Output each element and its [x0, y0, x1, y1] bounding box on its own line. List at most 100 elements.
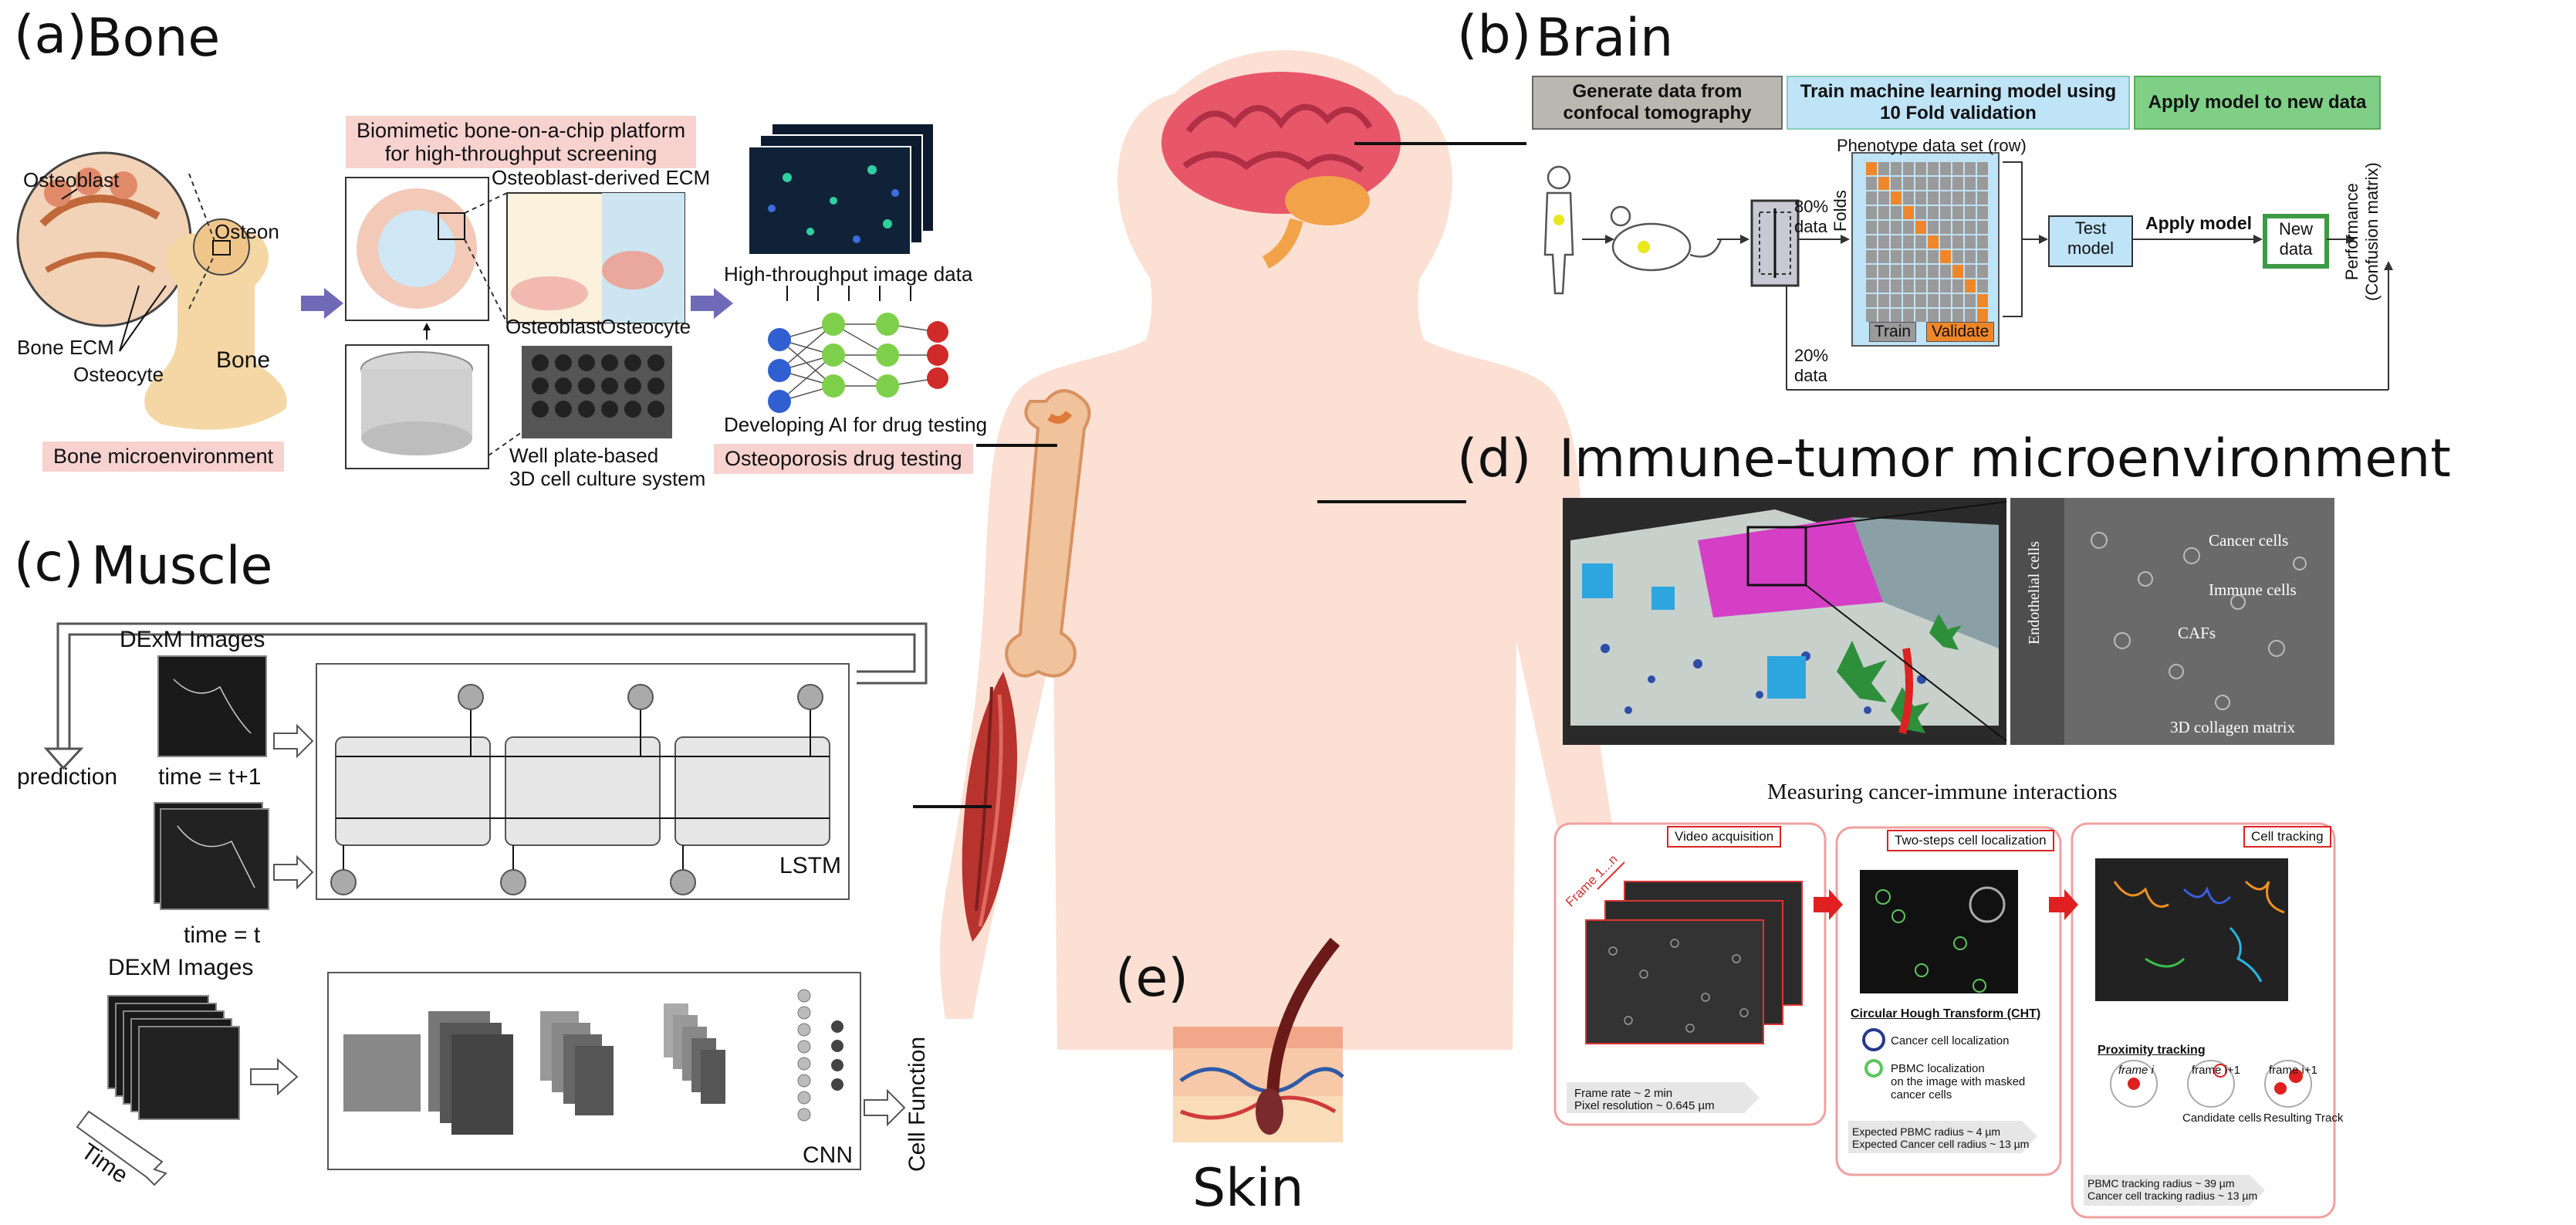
phenotype-grid-cell — [1940, 221, 1951, 234]
label-lstm: LSTM — [779, 853, 842, 878]
phenotype-grid-cell — [1928, 279, 1939, 293]
phenotype-grid-cell — [1866, 265, 1877, 278]
label-new-data: New data — [2278, 219, 2313, 259]
label-pixel-resolution: Pixel resolution ~ 0.645 µm — [1574, 1099, 1715, 1112]
label-ht-image: High-throughput image data — [724, 262, 973, 286]
brain-icon — [1161, 72, 1401, 269]
label-test-model: Test model — [2067, 218, 2114, 258]
phenotype-grid-cell — [1940, 177, 1951, 190]
label-cnn: CNN — [803, 1142, 853, 1168]
phenotype-grid-cell — [1952, 191, 1963, 205]
phenotype-grid-cell — [1878, 221, 1889, 234]
phenotype-grid-cell — [1940, 206, 1951, 219]
label-time-t-plus-1: time = t+1 — [158, 764, 262, 790]
panel-b-title: Brain — [1536, 8, 1674, 69]
label-cafs: CAFs — [2178, 624, 2216, 642]
phenotype-grid-cell — [1866, 279, 1877, 293]
label-osteocyte-2: Osteocyte — [600, 315, 691, 338]
phenotype-grid-cell — [1878, 294, 1889, 307]
phenotype-grid-cell — [1977, 177, 1988, 190]
phenotype-grid-cell — [1903, 191, 1914, 205]
panel-c-title: Muscle — [91, 536, 273, 597]
phenotype-grid-cell — [1977, 265, 1988, 278]
label-expected-pbmc-radius: Expected PBMC radius ~ 4 µm — [1852, 1125, 2001, 1138]
phenotype-grid-cell — [1866, 250, 1877, 263]
phenotype-grid-cell — [1878, 235, 1889, 249]
phenotype-grid-cell — [1891, 279, 1902, 293]
label-prediction: prediction — [17, 764, 118, 790]
phenotype-grid-cell — [1891, 250, 1902, 263]
panel-e-title: Skin — [1192, 1158, 1304, 1219]
phenotype-grid-cell — [1965, 265, 1976, 278]
phenotype-grid-cell — [1903, 250, 1914, 263]
phenotype-grid-cell — [1928, 162, 1939, 175]
phenotype-grid-cell — [1928, 191, 1939, 205]
bone-icon — [1005, 389, 1091, 678]
header-generate-data: Generate data from confocal tomography — [1532, 76, 1783, 130]
phenotype-grid-cell — [1940, 279, 1951, 293]
phenotype-grid-cell — [1903, 309, 1914, 322]
phenotype-grid-cell — [1940, 294, 1951, 307]
phenotype-grid-cell — [1928, 177, 1939, 190]
phenotype-grid-cell — [1977, 279, 1988, 293]
label-proximity-tracking: Proximity tracking — [2098, 1044, 2206, 1057]
label-frame-i: frame i — [2118, 1064, 2154, 1077]
phenotype-grid-cell — [1965, 177, 1976, 190]
title-measuring-interactions: Measuring cancer-immune interactions — [1767, 780, 2118, 804]
label-bone-ecm: Bone ECM — [17, 336, 114, 359]
tag-video-acquisition: Video acquisition — [1667, 826, 1782, 848]
phenotype-grid-cell — [1878, 162, 1889, 175]
phenotype-grid-cell — [1891, 191, 1902, 205]
cell-tracking-pipeline — [1553, 822, 2336, 1219]
phenotype-grid-cell — [1952, 265, 1963, 278]
phenotype-grid-cell — [1977, 294, 1988, 307]
phenotype-grid-cell — [1965, 250, 1976, 263]
phenotype-grid-cell — [1891, 206, 1902, 219]
label-pbmc-tracking-radius: PBMC tracking radius ~ 39 µm — [2088, 1177, 2235, 1189]
label-cell-function: Cell Function — [904, 1036, 930, 1172]
phenotype-grid-cell — [1915, 279, 1926, 293]
phenotype-grid-cell — [1940, 250, 1951, 263]
phenotype-grid-cell — [1903, 279, 1914, 293]
label-3d-collagen-matrix: 3D collagen matrix — [2170, 718, 2296, 736]
phenotype-grid-cell — [1928, 206, 1939, 219]
phenotype-grid-cell — [1915, 309, 1926, 322]
panel-e-letter: (e) — [1115, 948, 1188, 1009]
phenotype-grid-cell — [1928, 294, 1939, 307]
label-osteoblast-2: Osteoblast — [505, 315, 602, 338]
phenotype-grid-cell — [1952, 206, 1963, 219]
phenotype-grid-cell — [1977, 162, 1988, 175]
label-cht: Circular Hough Transform (CHT) — [1851, 1007, 2041, 1020]
phenotype-grid-cell — [1903, 294, 1914, 307]
phenotype-grid-cell — [1915, 206, 1926, 219]
phenotype-grid-cell — [1952, 235, 1963, 249]
label-immune-cells: Immune cells — [2209, 580, 2297, 599]
label-osteoblast-ecm: Osteoblast-derived ECM — [492, 166, 711, 189]
panel-a-title: Bone — [86, 8, 221, 69]
brain-workflow-diagram — [1543, 152, 2393, 391]
phenotype-grid-cell — [1866, 309, 1877, 322]
label-performance: Performance (Confusion matrix) — [2342, 162, 2382, 301]
phenotype-grid-cell — [1977, 221, 1988, 234]
header-apply-model: Apply model to new data — [2134, 76, 2381, 130]
immune-tumor-graphics — [1563, 498, 2334, 745]
phenotype-grid-cell — [1866, 177, 1877, 190]
phenotype-grid-cell — [1940, 191, 1951, 205]
phenotype-grid-cell — [1915, 250, 1926, 263]
phenotype-grid-cell — [1891, 162, 1902, 175]
phenotype-grid-cell — [1952, 250, 1963, 263]
phenotype-grid-cell — [1903, 206, 1914, 219]
phenotype-grid-cell — [1866, 221, 1877, 234]
phenotype-grid-cell — [1977, 235, 1988, 249]
panel-c-letter: (c) — [14, 533, 84, 594]
label-cancer-cell-localization: Cancer cell localization — [1891, 1034, 2010, 1047]
phenotype-grid-cell — [1940, 235, 1951, 249]
phenotype-grid-cell — [1891, 177, 1902, 190]
phenotype-grid-cell — [1977, 206, 1988, 219]
label-endothelial-cells: Endothelial cells — [2026, 541, 2043, 645]
phenotype-grid-cell — [1878, 206, 1889, 219]
phenotype-grid-cell — [1940, 265, 1951, 278]
label-expected-cancer-radius: Expected Cancer cell radius ~ 13 µm — [1852, 1138, 2030, 1150]
tag-bone-microenvironment: Bone microenvironment — [42, 442, 285, 472]
